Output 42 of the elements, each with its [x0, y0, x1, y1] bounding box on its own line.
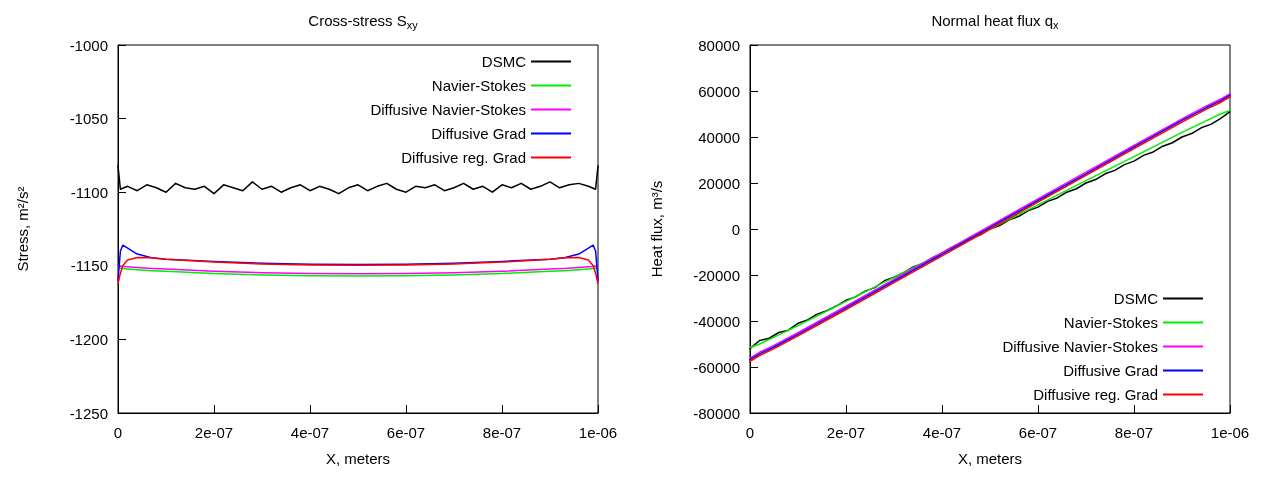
- y-tick-label: 80000: [698, 36, 740, 54]
- legend-label: Diffusive Grad: [431, 125, 526, 142]
- y-tick-label: 60000: [698, 82, 740, 100]
- y-tick-label: -40000: [693, 312, 740, 330]
- x-tick-label: 1e-06: [1210, 424, 1250, 441]
- x-tick-label: 0: [745, 424, 755, 441]
- y-tick-label: -1250: [69, 404, 108, 422]
- y-axis-title: Heat flux, m³/s: [648, 180, 665, 278]
- x-tick-label: 4e-07: [922, 424, 962, 441]
- x-tick-label: 8e-07: [1114, 424, 1154, 441]
- y-tick-label: -1000: [69, 36, 108, 54]
- x-tick-label: 6e-07: [1018, 424, 1058, 441]
- x-axis-title: X, meters: [325, 450, 391, 467]
- legend-label: Diffusive Navier-Stokes: [1002, 338, 1158, 355]
- y-tick-label: 20000: [698, 174, 740, 192]
- y-tick-label: -1200: [69, 330, 108, 348]
- x-tick-label: 0: [113, 424, 123, 441]
- legend-label: DSMC: [1113, 290, 1159, 307]
- y-axis-title: Stress, m²/s²: [14, 186, 31, 272]
- x-tick-label: 2e-07: [194, 424, 234, 441]
- legend-label: Diffusive Navier-Stokes: [370, 101, 526, 118]
- legend-label: Diffusive reg. Grad: [401, 149, 526, 166]
- legend-label: Diffusive Grad: [1063, 362, 1158, 379]
- legend-label: Diffusive reg. Grad: [1033, 386, 1158, 403]
- x-axis-title: X, meters: [957, 450, 1023, 467]
- y-tick-label: -1150: [70, 257, 108, 275]
- legend-label: DSMC: [481, 53, 527, 70]
- y-tick-label: -1100: [70, 183, 108, 201]
- y-tick-label: -60000: [693, 358, 740, 376]
- y-tick-label: 0: [731, 220, 740, 238]
- x-tick-label: 8e-07: [482, 424, 522, 441]
- y-tick-label: -20000: [693, 266, 740, 284]
- line-series: [117, 256, 599, 285]
- y-tick-label: 40000: [698, 128, 740, 146]
- y-tick-label: -80000: [693, 404, 740, 422]
- legend-label: Navier-Stokes: [431, 77, 526, 94]
- x-tick-label: 2e-07: [826, 424, 866, 441]
- x-tick-label: 6e-07: [386, 424, 426, 441]
- y-tick-label: -1050: [69, 110, 108, 128]
- x-tick-label: 1e-06: [578, 424, 618, 441]
- legend-label: Navier-Stokes: [1063, 314, 1158, 331]
- x-tick-label: 4e-07: [290, 424, 330, 441]
